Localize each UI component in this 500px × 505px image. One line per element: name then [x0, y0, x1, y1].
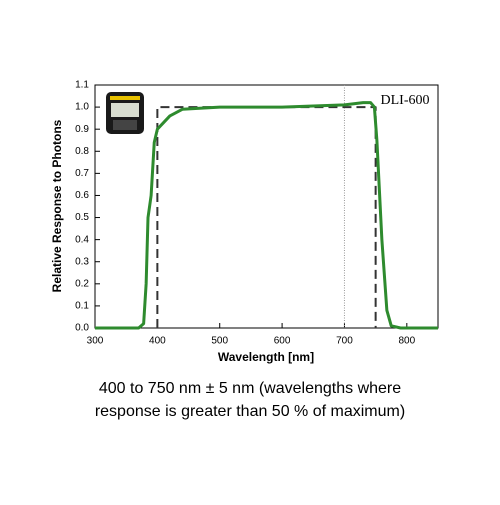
y-tick-label: 0.5: [75, 212, 89, 223]
y-tick-label: 0.4: [75, 234, 89, 245]
y-tick-label: 0.1: [75, 301, 89, 312]
x-tick-label: 700: [336, 336, 353, 347]
y-tick-label: 1.0: [75, 102, 89, 113]
x-tick-label: 400: [149, 336, 166, 347]
y-tick-label: 0.2: [75, 278, 89, 289]
x-tick-label: 600: [274, 336, 291, 347]
annotation: DLI-600: [381, 93, 430, 108]
y-tick-label: 0.3: [75, 256, 89, 267]
x-tick-label: 300: [87, 336, 104, 347]
y-tick-label: 1.1: [75, 80, 89, 91]
y-axis-label: Relative Response to Photons: [50, 119, 64, 292]
x-tick-label: 800: [398, 336, 415, 347]
meter-icon: [106, 92, 144, 134]
x-tick-label: 500: [211, 336, 228, 347]
y-tick-label: 0.7: [75, 168, 89, 179]
y-tick-label: 0.6: [75, 190, 89, 201]
y-tick-label: 0.9: [75, 124, 89, 135]
x-axis-label: Wavelength [nm]: [218, 350, 314, 364]
caption-line: response is greater than 50 % of maximum…: [95, 403, 405, 420]
y-tick-label: 0.0: [75, 323, 89, 334]
plot-frame: [94, 84, 439, 329]
y-tick-label: 0.8: [75, 146, 89, 157]
caption-line: 400 to 750 nm ± 5 nm (wavelengths where: [99, 380, 401, 397]
data-line: [156, 106, 377, 328]
data-line: [95, 101, 438, 330]
